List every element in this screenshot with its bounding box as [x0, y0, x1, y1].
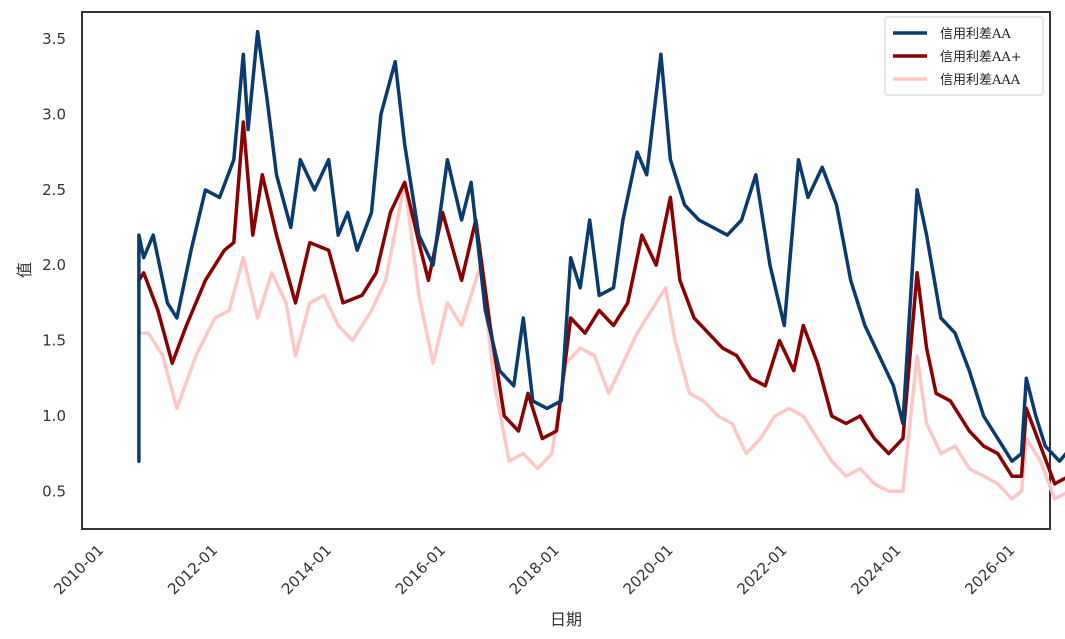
series-line-2 — [137, 180, 1065, 501]
y-tick-label: 2.0 — [42, 256, 66, 274]
series-group — [137, 29, 1065, 501]
x-tick-label: 2010-01 — [50, 541, 107, 598]
x-tick-label: 2026-01 — [961, 541, 1018, 598]
y-tick-label: 3.5 — [42, 30, 66, 48]
series-line-1 — [137, 120, 1065, 486]
x-axis-label: 日期 — [550, 610, 582, 629]
y-axis-ticks: 0.5 1.0 1.5 2.0 2.5 3.0 3.5 — [42, 30, 66, 500]
x-axis-ticks: 2010-01 2012-01 2014-01 2016-01 2018-01 2020-… — [50, 541, 1018, 598]
y-tick-label: 1.0 — [42, 407, 66, 425]
legend: 信用利差AA 信用利差AA+ 信用利差AAA — [884, 16, 1044, 96]
plot-area — [81, 11, 1051, 530]
legend-box — [884, 16, 1044, 96]
x-tick-label: 2012-01 — [164, 541, 221, 598]
series-line-0 — [137, 29, 1065, 463]
y-tick-label: 0.5 — [42, 482, 66, 500]
x-tick-label: 2020-01 — [620, 541, 677, 598]
legend-label: 信用利差AAA — [940, 73, 1021, 88]
x-tick-label: 2022-01 — [734, 541, 791, 598]
y-axis-label: 值 — [15, 262, 34, 278]
y-tick-label: 2.5 — [42, 181, 66, 199]
x-tick-label: 2014-01 — [278, 541, 335, 598]
y-tick-label: 1.5 — [42, 332, 66, 350]
x-tick-label: 2016-01 — [392, 541, 449, 598]
x-tick-label: 2024-01 — [847, 541, 904, 598]
legend-label: 信用利差AA — [940, 27, 1011, 42]
y-tick-label: 3.0 — [42, 105, 66, 123]
legend-label: 信用利差AA+ — [940, 50, 1022, 65]
x-tick-label: 2018-01 — [506, 541, 563, 598]
